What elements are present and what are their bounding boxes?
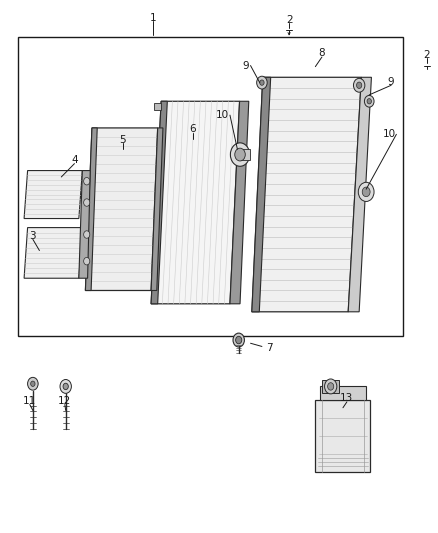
Circle shape	[353, 78, 365, 92]
Text: 13: 13	[340, 393, 353, 403]
Circle shape	[260, 80, 264, 85]
Bar	[240, 149, 250, 160]
Circle shape	[63, 383, 68, 390]
Polygon shape	[151, 128, 163, 290]
Circle shape	[84, 231, 90, 238]
Polygon shape	[33, 378, 38, 384]
Polygon shape	[24, 171, 82, 219]
Circle shape	[28, 377, 38, 390]
Polygon shape	[348, 77, 371, 312]
Text: 2: 2	[286, 15, 293, 25]
Text: 9: 9	[388, 77, 395, 86]
Bar	[322, 380, 339, 393]
Text: 8: 8	[318, 49, 325, 58]
Text: 2: 2	[424, 50, 431, 60]
Text: 6: 6	[189, 124, 196, 134]
Text: 12: 12	[58, 396, 71, 406]
Circle shape	[358, 182, 374, 201]
Text: 10: 10	[382, 130, 396, 139]
Circle shape	[257, 76, 267, 89]
Text: 1: 1	[150, 13, 157, 22]
Circle shape	[357, 82, 362, 88]
Circle shape	[31, 381, 35, 386]
Polygon shape	[30, 384, 35, 389]
Polygon shape	[30, 378, 35, 384]
Polygon shape	[85, 128, 158, 290]
Circle shape	[84, 177, 90, 185]
Circle shape	[230, 143, 250, 166]
Polygon shape	[252, 77, 271, 312]
Polygon shape	[151, 101, 167, 304]
Polygon shape	[24, 228, 82, 278]
Circle shape	[328, 383, 334, 390]
Polygon shape	[28, 384, 33, 389]
Circle shape	[364, 95, 374, 107]
Text: 4: 4	[71, 155, 78, 165]
Circle shape	[84, 257, 90, 265]
Polygon shape	[151, 101, 240, 304]
Polygon shape	[252, 77, 361, 312]
Text: 9: 9	[243, 61, 250, 70]
Text: 3: 3	[29, 231, 36, 240]
Circle shape	[362, 187, 370, 197]
Circle shape	[233, 333, 244, 347]
Circle shape	[236, 336, 242, 344]
Circle shape	[235, 148, 245, 161]
Text: 10: 10	[216, 110, 229, 120]
Polygon shape	[28, 378, 33, 384]
Text: 11: 11	[23, 396, 36, 406]
Circle shape	[367, 99, 371, 104]
Circle shape	[84, 199, 90, 206]
Bar	[154, 103, 161, 110]
Bar	[315, 400, 370, 472]
Text: 5: 5	[119, 135, 126, 144]
Circle shape	[60, 379, 71, 393]
Text: 7: 7	[266, 343, 273, 352]
Polygon shape	[230, 101, 249, 304]
Polygon shape	[33, 384, 38, 389]
Bar	[320, 386, 366, 400]
Polygon shape	[85, 128, 97, 290]
Circle shape	[325, 379, 337, 394]
Bar	[18, 37, 403, 336]
Polygon shape	[79, 171, 90, 278]
